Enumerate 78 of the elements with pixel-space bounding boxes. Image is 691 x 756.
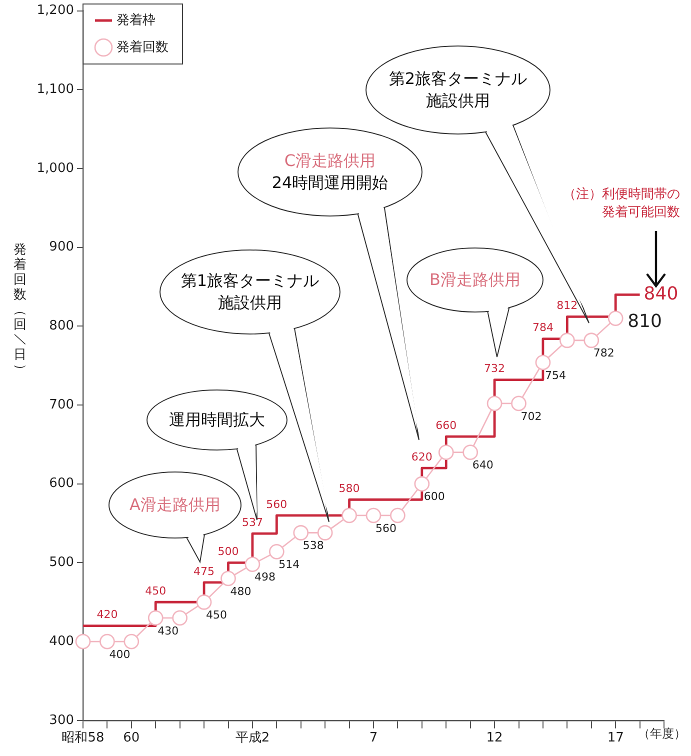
- point: [75, 634, 91, 650]
- data-label: 840: [644, 283, 678, 304]
- point: [172, 610, 188, 626]
- point: [511, 396, 526, 412]
- point: [584, 332, 600, 348]
- y-tick-label: 1,100: [36, 82, 74, 98]
- point: [268, 544, 284, 560]
- point: [100, 634, 115, 650]
- point: [293, 525, 309, 540]
- x-tick-label: 平成2: [235, 730, 270, 746]
- data-label: 600: [424, 490, 445, 504]
- x-tick-label: 12: [486, 730, 503, 746]
- data-label: 430: [158, 624, 179, 638]
- annotation: 24時間運用開始: [270, 172, 390, 194]
- point: [148, 610, 164, 626]
- y-tick-label: 300: [49, 712, 74, 728]
- data-label: 660: [436, 418, 457, 432]
- data-label: 560: [266, 498, 288, 511]
- data-label: 420: [96, 608, 118, 622]
- data-label: 538: [302, 539, 324, 552]
- point: [608, 310, 624, 326]
- data-label: 475: [194, 564, 215, 578]
- point: [486, 396, 502, 412]
- data-label: 560: [376, 522, 396, 535]
- annotation: （注）利便時間帯の発着可能回数: [562, 186, 680, 222]
- point: [196, 594, 212, 610]
- text: 発着回数（回／日）: [12, 242, 28, 376]
- data-label: 702: [520, 410, 542, 423]
- point: [462, 444, 478, 460]
- x-axis-title: （年度）: [638, 726, 686, 741]
- data-label: 400: [109, 648, 130, 661]
- point: [317, 525, 333, 540]
- data-label: 580: [338, 482, 360, 495]
- data-label: 450: [145, 584, 166, 598]
- point: [124, 634, 140, 650]
- y-tick-label: 800: [49, 318, 74, 334]
- annotation: B滑走路供用: [428, 269, 522, 291]
- annotation: 第1旅客ターミナル施設供用: [180, 270, 320, 314]
- x-tick-label: 7: [369, 730, 378, 746]
- point: [244, 556, 260, 572]
- data-label: 784: [532, 321, 554, 334]
- data-label: 620: [411, 450, 432, 464]
- data-label: 537: [242, 516, 263, 529]
- x-tick-label: 昭和58: [62, 730, 104, 746]
- legend-label: 発着枠: [116, 12, 156, 28]
- annotation: 運用時間拡大: [168, 409, 266, 431]
- point: [220, 570, 236, 586]
- point: [438, 444, 454, 460]
- data-label: 480: [230, 584, 252, 598]
- y-tick-label: 500: [49, 555, 74, 570]
- point: [535, 354, 551, 370]
- annotation: A滑走路供用: [128, 494, 222, 516]
- y-tick-label: 700: [49, 397, 74, 412]
- legend-label: 発着回数: [116, 38, 168, 55]
- x-tick-label: 17: [607, 730, 624, 746]
- point: [390, 508, 406, 524]
- data-label: 782: [593, 346, 614, 360]
- annotation: C滑走路供用: [283, 150, 377, 172]
- data-label: 514: [278, 558, 300, 572]
- point: [366, 508, 382, 524]
- data-label: 498: [254, 570, 276, 584]
- point: [559, 332, 575, 348]
- point: [342, 508, 357, 524]
- y-tick-label: 1,200: [36, 3, 74, 18]
- data-label: 810: [628, 310, 662, 332]
- data-label: 812: [556, 299, 578, 312]
- point: [414, 476, 430, 492]
- data-label: 450: [206, 608, 228, 622]
- y-tick-label: 900: [49, 240, 74, 255]
- data-label: 640: [472, 458, 494, 472]
- data-label: 732: [484, 362, 506, 376]
- data-label: 500: [218, 545, 239, 558]
- annotation: 第2旅客ターミナル施設供用: [388, 68, 528, 112]
- data-label: 754: [544, 368, 566, 382]
- y-tick-label: 600: [49, 476, 74, 492]
- x-tick-label: 60: [123, 730, 140, 746]
- y-tick-label: 1,000: [36, 160, 74, 176]
- y-tick-label: 400: [49, 634, 74, 649]
